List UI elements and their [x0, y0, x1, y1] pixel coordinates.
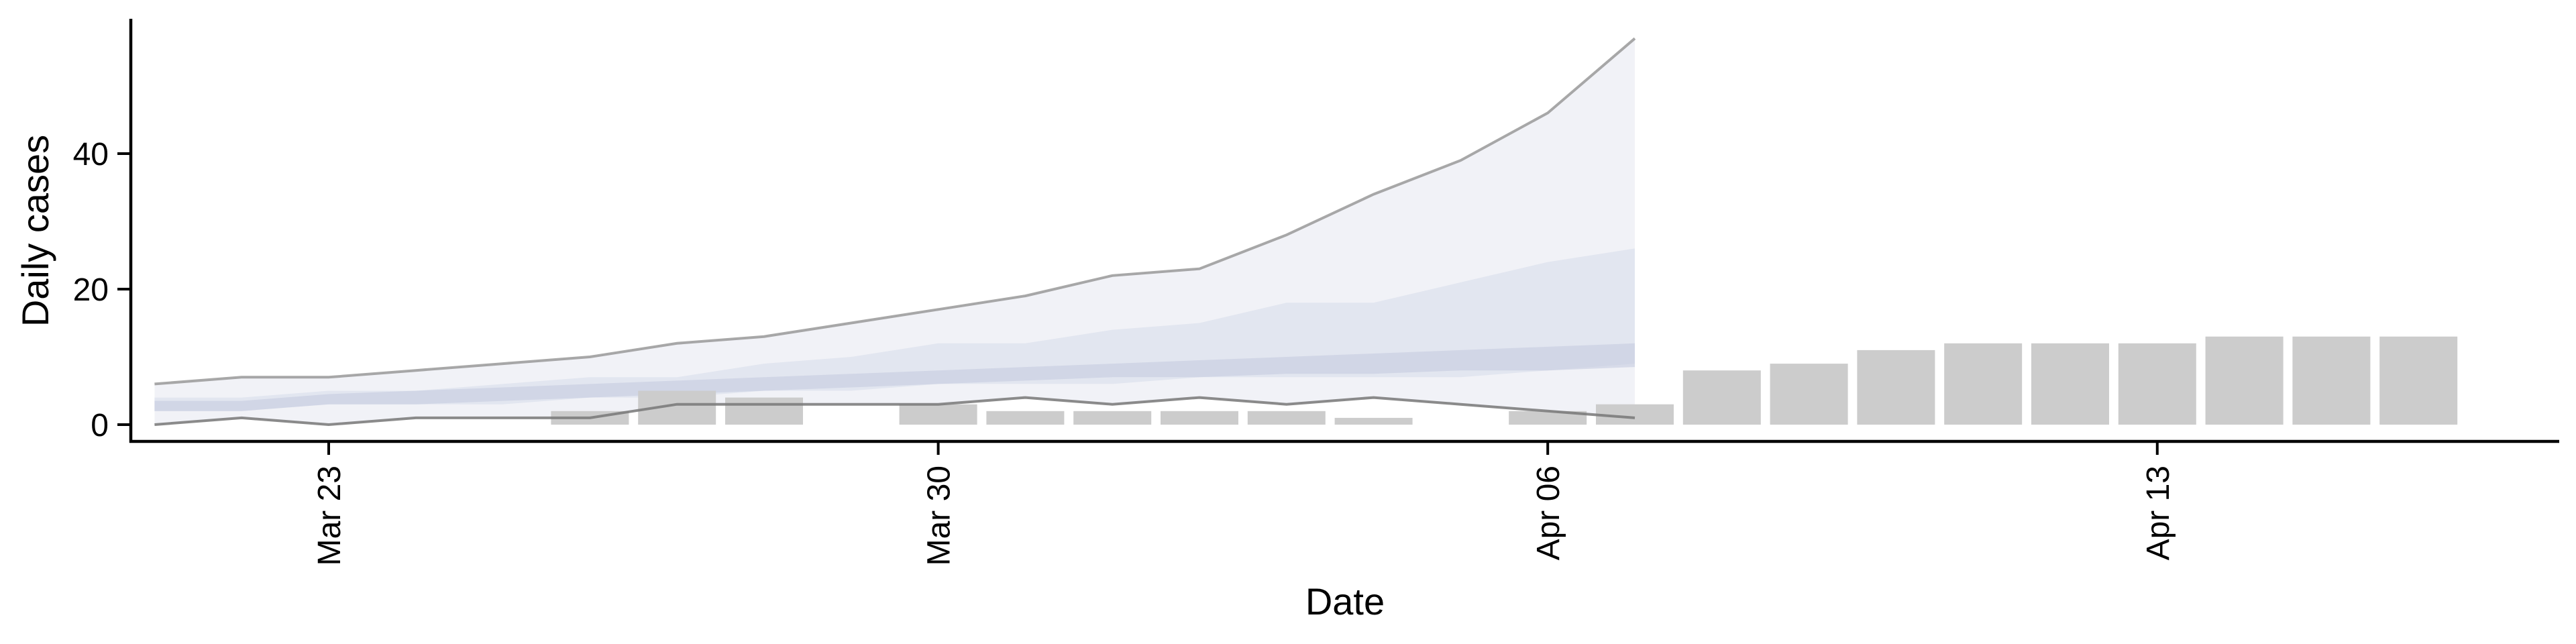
x-tick-label-2020-04-06: Apr 06 [1531, 466, 1566, 560]
bar-2020-04-02 [1161, 411, 1238, 425]
y-axis-ticks: 0 20 40 [73, 137, 131, 443]
bar-2020-04-10 [1857, 350, 1935, 425]
bar-2020-03-31 [986, 411, 1065, 425]
bar-2020-04-04 [1334, 417, 1413, 425]
bar-2020-04-14 [2205, 336, 2284, 425]
y-tick-label-0: 0 [91, 408, 109, 443]
bar-2020-04-16 [2379, 336, 2458, 425]
bar-2020-04-11 [1944, 343, 2023, 425]
bar-2020-04-06 [1509, 411, 1587, 425]
bar-2020-04-13 [2118, 343, 2196, 425]
y-axis-title: Daily cases [14, 135, 56, 327]
upper-bound-line [154, 37, 1636, 386]
band-inner [154, 343, 1635, 411]
bar-2020-04-12 [2031, 343, 2109, 425]
y-tick-label-40: 40 [73, 137, 109, 172]
bar-2020-04-09 [1770, 364, 1848, 425]
bar-2020-04-03 [1247, 411, 1326, 425]
x-axis-title: Date [1305, 580, 1385, 623]
bar-2020-03-30 [899, 404, 977, 425]
bar-2020-03-28 [725, 397, 803, 425]
lower-bound-line [154, 396, 1635, 427]
x-tick-label-2020-03-30: Mar 30 [922, 466, 957, 566]
projection-bound-lines [154, 37, 1636, 427]
bar-2020-04-07 [1596, 404, 1674, 425]
x-axis-ticks: Mar 23 Mar 30 Apr 06 Apr 13 [312, 441, 2176, 566]
x-tick-label-2020-03-23: Mar 23 [312, 466, 347, 566]
y-tick-label-20: 20 [73, 272, 109, 308]
bar-2020-04-15 [2292, 336, 2371, 425]
bar-2020-04-01 [1073, 411, 1152, 425]
x-tick-label-2020-04-13: Apr 13 [2141, 466, 2176, 560]
bar-2020-04-08 [1682, 370, 1761, 425]
projection-bands [154, 38, 1635, 425]
daily-case-bars [551, 336, 2458, 425]
